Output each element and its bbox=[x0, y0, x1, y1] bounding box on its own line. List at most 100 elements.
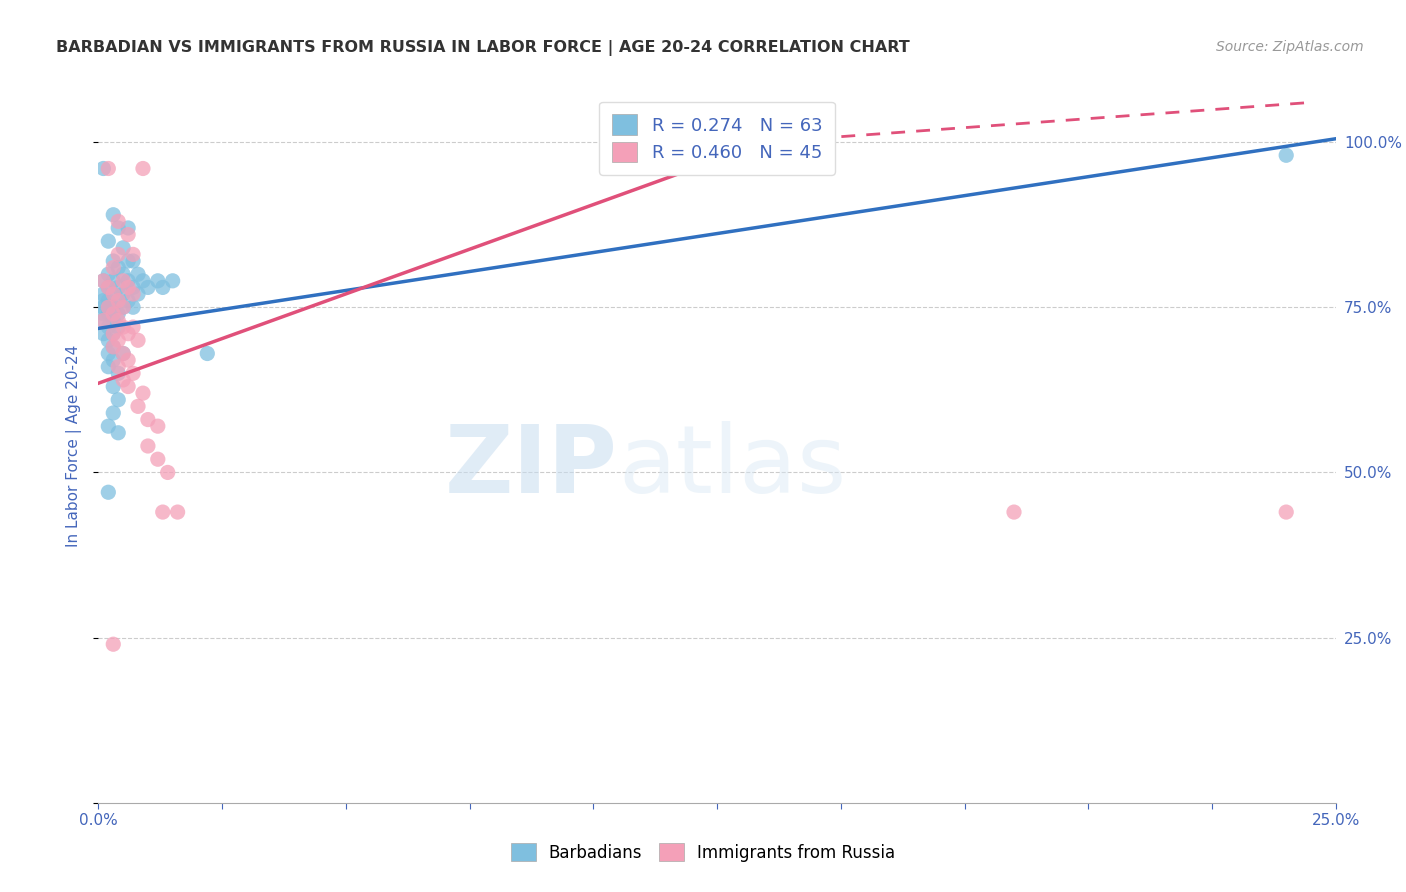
Point bbox=[103, 208, 125, 222]
Point bbox=[107, 392, 129, 407]
Point bbox=[103, 326, 125, 341]
Point bbox=[93, 313, 115, 327]
Point bbox=[93, 293, 115, 308]
Legend: R = 0.274   N = 63, R = 0.460   N = 45: R = 0.274 N = 63, R = 0.460 N = 45 bbox=[599, 102, 835, 175]
Point bbox=[117, 353, 139, 368]
Point bbox=[107, 333, 129, 347]
Point bbox=[755, 135, 778, 149]
Point bbox=[97, 161, 120, 176]
Point bbox=[112, 241, 135, 255]
Point bbox=[107, 313, 129, 327]
Point bbox=[93, 274, 115, 288]
Point bbox=[117, 227, 139, 242]
Point bbox=[93, 300, 115, 314]
Point bbox=[97, 307, 120, 321]
Point bbox=[97, 300, 120, 314]
Point bbox=[127, 333, 149, 347]
Point bbox=[103, 637, 125, 651]
Point bbox=[93, 161, 115, 176]
Point bbox=[107, 359, 129, 374]
Point bbox=[136, 412, 159, 426]
Point bbox=[112, 274, 135, 288]
Text: atlas: atlas bbox=[619, 421, 846, 514]
Point bbox=[112, 267, 135, 281]
Point bbox=[103, 326, 125, 341]
Point bbox=[146, 452, 169, 467]
Point bbox=[127, 267, 149, 281]
Point bbox=[166, 505, 188, 519]
Legend: Barbadians, Immigrants from Russia: Barbadians, Immigrants from Russia bbox=[502, 835, 904, 871]
Point bbox=[103, 260, 125, 275]
Point bbox=[93, 313, 115, 327]
Point bbox=[103, 287, 125, 301]
Point bbox=[112, 373, 135, 387]
Point bbox=[112, 300, 135, 314]
Point bbox=[117, 221, 139, 235]
Point bbox=[97, 419, 120, 434]
Point bbox=[103, 353, 125, 368]
Point bbox=[107, 320, 129, 334]
Point bbox=[122, 254, 145, 268]
Point bbox=[93, 307, 115, 321]
Point bbox=[107, 221, 129, 235]
Point bbox=[93, 287, 115, 301]
Text: ZIP: ZIP bbox=[446, 421, 619, 514]
Point bbox=[107, 293, 129, 308]
Point bbox=[112, 320, 135, 334]
Point bbox=[146, 419, 169, 434]
Point bbox=[117, 293, 139, 308]
Point bbox=[117, 379, 139, 393]
Point bbox=[97, 485, 120, 500]
Point bbox=[122, 367, 145, 381]
Point bbox=[103, 340, 125, 354]
Point bbox=[112, 287, 135, 301]
Point bbox=[117, 326, 139, 341]
Point bbox=[112, 346, 135, 360]
Point bbox=[103, 379, 125, 393]
Point bbox=[97, 293, 120, 308]
Point bbox=[1275, 148, 1298, 162]
Point bbox=[122, 287, 145, 301]
Point bbox=[127, 400, 149, 414]
Point bbox=[122, 300, 145, 314]
Point bbox=[107, 280, 129, 294]
Point bbox=[107, 293, 129, 308]
Point bbox=[146, 274, 169, 288]
Point bbox=[97, 333, 120, 347]
Point bbox=[103, 406, 125, 420]
Point bbox=[132, 274, 155, 288]
Point bbox=[97, 320, 120, 334]
Point bbox=[107, 307, 129, 321]
Point bbox=[132, 161, 155, 176]
Point bbox=[117, 254, 139, 268]
Point bbox=[93, 274, 115, 288]
Point bbox=[122, 320, 145, 334]
Point bbox=[107, 367, 129, 381]
Point bbox=[127, 287, 149, 301]
Y-axis label: In Labor Force | Age 20-24: In Labor Force | Age 20-24 bbox=[66, 345, 83, 547]
Point bbox=[103, 254, 125, 268]
Point bbox=[103, 313, 125, 327]
Point bbox=[117, 274, 139, 288]
Point bbox=[103, 274, 125, 288]
Point bbox=[132, 386, 155, 401]
Point bbox=[97, 267, 120, 281]
Text: BARBADIAN VS IMMIGRANTS FROM RUSSIA IN LABOR FORCE | AGE 20-24 CORRELATION CHART: BARBADIAN VS IMMIGRANTS FROM RUSSIA IN L… bbox=[56, 40, 910, 56]
Point bbox=[103, 300, 125, 314]
Point bbox=[156, 466, 179, 480]
Point bbox=[97, 346, 120, 360]
Point bbox=[103, 340, 125, 354]
Point bbox=[1275, 505, 1298, 519]
Point bbox=[97, 234, 120, 248]
Point bbox=[97, 359, 120, 374]
Point bbox=[136, 280, 159, 294]
Point bbox=[97, 280, 120, 294]
Point bbox=[112, 346, 135, 360]
Point bbox=[107, 425, 129, 440]
Point bbox=[1002, 505, 1025, 519]
Point bbox=[97, 280, 120, 294]
Point bbox=[107, 214, 129, 228]
Point bbox=[136, 439, 159, 453]
Text: Source: ZipAtlas.com: Source: ZipAtlas.com bbox=[1216, 40, 1364, 54]
Point bbox=[152, 505, 174, 519]
